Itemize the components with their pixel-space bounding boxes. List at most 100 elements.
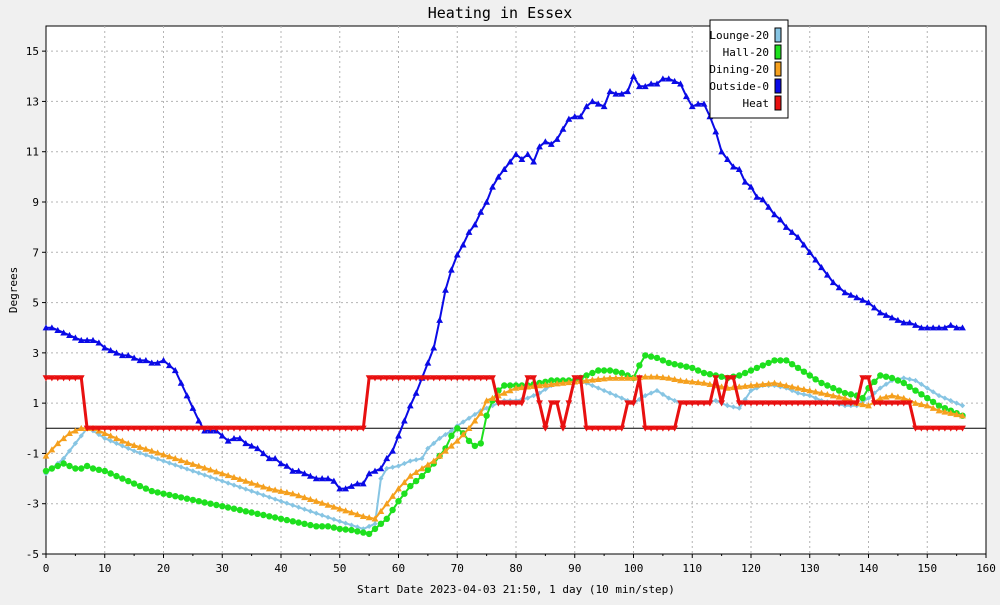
chart-title: Heating in Essex	[428, 4, 573, 22]
data-point	[865, 395, 872, 401]
data-point	[436, 452, 444, 459]
data-point	[659, 373, 667, 381]
data-point	[706, 371, 714, 378]
data-point	[436, 316, 444, 323]
data-point	[653, 80, 661, 87]
data-point	[389, 447, 397, 454]
data-point	[941, 408, 949, 415]
data-point	[142, 357, 150, 364]
data-point	[318, 475, 326, 482]
data-point	[330, 524, 338, 531]
data-point	[718, 148, 726, 155]
data-point	[942, 395, 948, 401]
data-point	[224, 504, 232, 511]
data-point	[142, 485, 150, 492]
data-point	[748, 387, 754, 394]
data-point	[765, 380, 773, 387]
data-point	[500, 400, 508, 407]
data-point	[941, 324, 949, 331]
data-point	[647, 80, 655, 87]
data-point	[794, 364, 802, 372]
data-point	[242, 508, 249, 515]
y-tick-label: 11	[26, 146, 39, 159]
data-point	[753, 364, 761, 372]
data-point	[876, 400, 884, 407]
data-point	[371, 375, 379, 382]
data-point	[113, 425, 120, 432]
data-point	[60, 434, 68, 442]
data-point	[313, 510, 319, 516]
data-point	[583, 377, 590, 384]
data-point	[494, 400, 502, 407]
data-point	[659, 75, 667, 82]
legend-swatch	[774, 61, 782, 77]
data-point	[271, 514, 279, 521]
data-point	[906, 319, 914, 326]
data-point	[548, 377, 555, 384]
data-point	[583, 103, 590, 110]
data-point	[689, 364, 696, 372]
data-point	[254, 425, 261, 432]
y-tick-label: 9	[32, 196, 39, 209]
data-point	[471, 442, 479, 450]
data-point	[160, 451, 167, 458]
y-tick-label: 1	[32, 397, 39, 410]
data-point	[917, 401, 925, 408]
data-point	[108, 438, 114, 444]
data-point	[225, 480, 231, 486]
data-point	[95, 339, 103, 346]
data-point	[330, 425, 338, 432]
data-point	[384, 465, 390, 472]
data-point	[336, 525, 343, 533]
data-point	[66, 462, 73, 470]
data-point	[359, 425, 367, 432]
data-point	[177, 379, 185, 386]
data-point	[900, 379, 907, 387]
data-point	[195, 462, 203, 469]
data-point	[559, 379, 567, 386]
data-point	[71, 375, 79, 382]
data-point	[736, 372, 743, 379]
x-axis-label: Start Date 2023-04-03 21:50, 1 day (10 m…	[357, 583, 675, 596]
data-point	[935, 407, 943, 414]
y-axis-label: Degrees	[7, 267, 20, 313]
data-point	[224, 437, 232, 444]
x-tick-label: 30	[216, 562, 229, 575]
data-point	[771, 400, 778, 407]
data-point	[906, 383, 913, 390]
data-point	[788, 361, 796, 368]
data-point	[718, 373, 725, 380]
data-point	[483, 397, 491, 404]
data-point	[882, 373, 890, 380]
data-point	[54, 326, 62, 333]
data-point	[283, 489, 291, 496]
data-point	[395, 498, 402, 505]
x-tick-label: 80	[509, 562, 522, 575]
data-point	[424, 461, 432, 468]
data-point	[818, 379, 825, 387]
data-point	[666, 395, 672, 401]
data-point	[700, 100, 708, 107]
data-point	[418, 472, 426, 480]
data-point	[871, 378, 878, 385]
data-point	[841, 289, 849, 296]
data-point	[900, 319, 908, 326]
data-point	[383, 515, 390, 522]
data-point	[577, 375, 585, 382]
data-point	[72, 440, 78, 446]
data-point	[101, 429, 109, 437]
data-point	[741, 178, 749, 185]
data-point	[453, 437, 461, 444]
data-point	[318, 425, 326, 432]
data-point	[283, 462, 291, 469]
data-point	[125, 445, 131, 451]
data-point	[448, 432, 455, 439]
data-point	[319, 512, 325, 518]
data-point	[835, 393, 843, 400]
data-point	[559, 125, 567, 132]
data-point	[101, 467, 109, 475]
data-point	[119, 443, 125, 449]
data-point	[171, 367, 179, 374]
data-point	[847, 391, 855, 398]
data-point	[724, 403, 731, 409]
